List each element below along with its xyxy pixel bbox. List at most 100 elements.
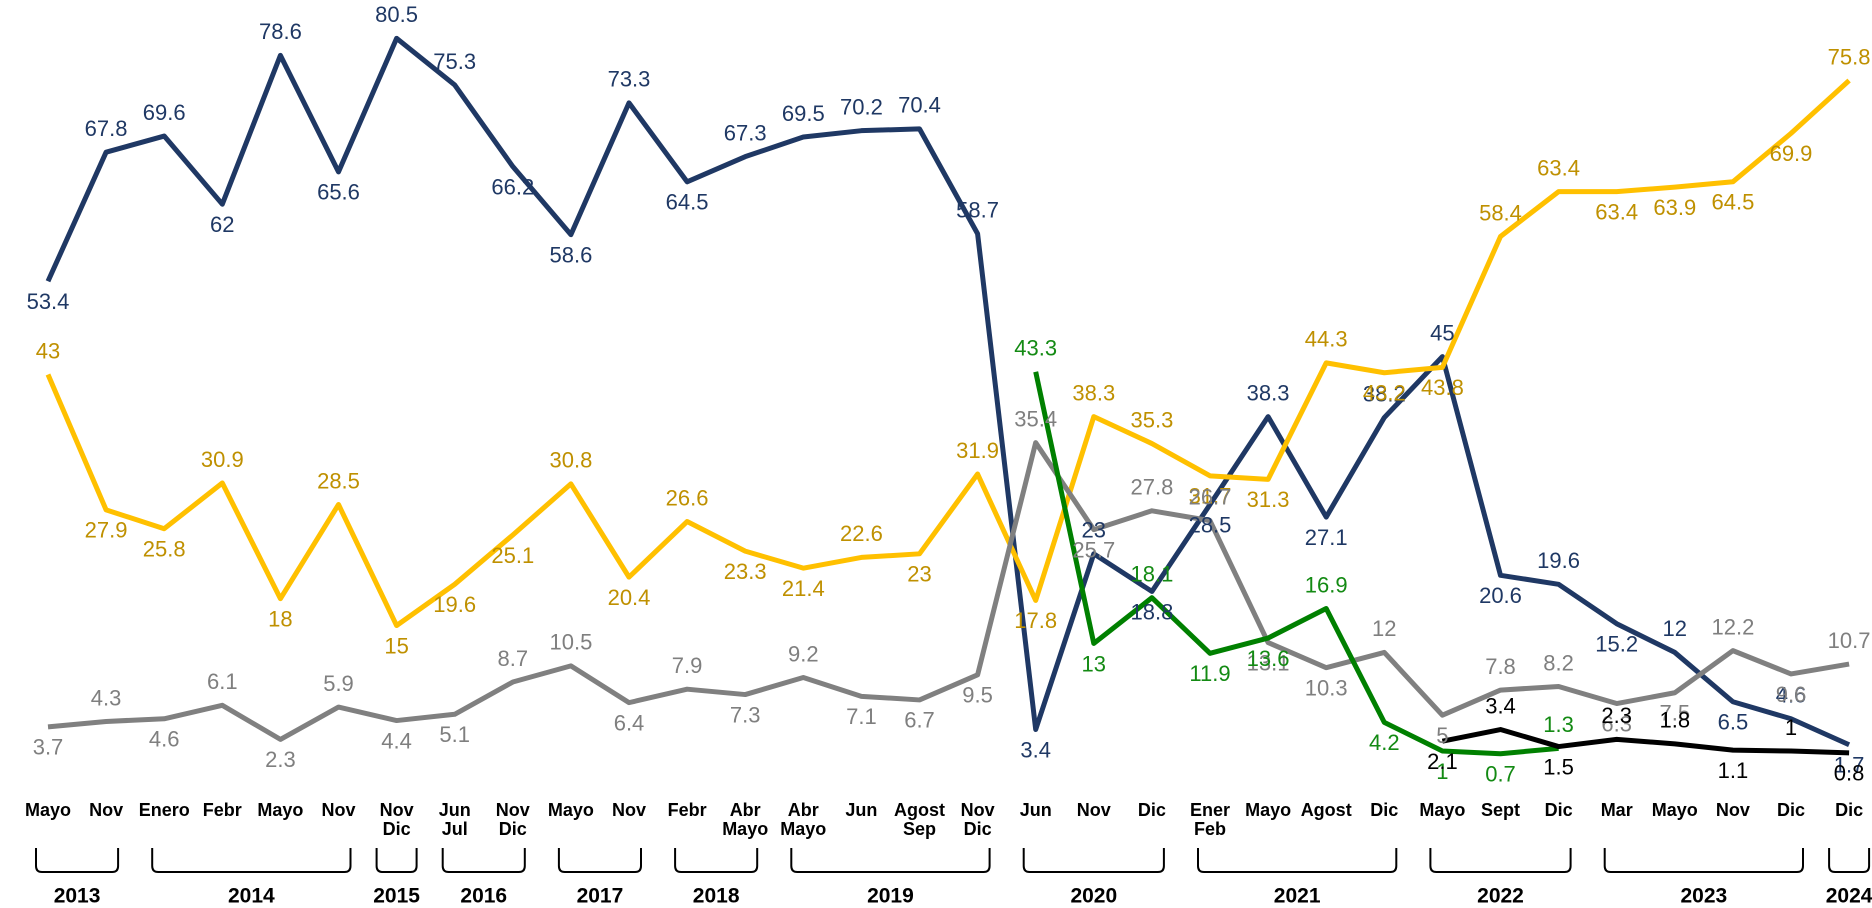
data-label: 38.3 [1247, 380, 1290, 405]
data-label: 3.4 [1485, 693, 1516, 718]
year-bracket [791, 848, 989, 872]
data-label: 10.7 [1828, 628, 1871, 653]
series-line [48, 38, 1849, 744]
data-label: 53.4 [27, 289, 70, 314]
data-label: 15.2 [1595, 632, 1638, 657]
data-label: 23 [907, 562, 931, 587]
data-label: 58.4 [1479, 200, 1522, 225]
data-label: 3.7 [33, 735, 64, 760]
data-label: 45 [1430, 320, 1454, 345]
year-label: 2015 [373, 885, 420, 908]
data-label: 10.3 [1305, 675, 1348, 700]
data-label: 43 [36, 338, 60, 363]
data-label: 70.2 [840, 94, 883, 119]
year-bracket [1430, 848, 1570, 872]
data-label: 30.9 [201, 447, 244, 472]
x-tick-label: Dic [1545, 800, 1573, 820]
data-label: 69.5 [782, 101, 825, 126]
data-label: 1.5 [1543, 754, 1574, 779]
x-tick-label: JunJul [439, 800, 471, 839]
data-label: 69.6 [143, 100, 186, 125]
data-label: 27.9 [85, 518, 128, 543]
x-tick-label: AbrMayo [722, 800, 768, 839]
data-label: 12.2 [1711, 614, 1754, 639]
data-label: 0.8 [1834, 761, 1865, 786]
data-label: 28.5 [317, 468, 360, 493]
data-label: 2.1 [1427, 749, 1458, 774]
x-tick-label: Jun [1020, 800, 1052, 820]
x-tick-label: EnerFeb [1190, 800, 1230, 839]
x-tick-label: Mayo [1652, 800, 1698, 820]
data-label: 44.3 [1305, 327, 1348, 352]
data-label: 13 [1082, 651, 1106, 676]
data-label: 21.4 [782, 576, 825, 601]
x-tick-label: Mayo [1419, 800, 1465, 820]
year-label: 2020 [1070, 885, 1117, 908]
x-tick-label: Dic [1138, 800, 1166, 820]
year-label: 2017 [577, 885, 624, 908]
year-label: 2021 [1274, 885, 1321, 908]
year-label: 2018 [693, 885, 740, 908]
year-bracket [377, 848, 417, 872]
data-label: 27.8 [1130, 475, 1173, 500]
data-label: 30.8 [549, 448, 592, 473]
data-label: 8.2 [1543, 650, 1574, 675]
data-label: 63.4 [1537, 155, 1580, 180]
data-label: 18.1 [1130, 562, 1173, 587]
x-tick-label: Febr [203, 800, 242, 820]
year-bracket [152, 848, 350, 872]
data-label: 31.9 [956, 438, 999, 463]
data-label: 25.8 [143, 537, 186, 562]
data-label: 58.6 [549, 242, 592, 267]
x-tick-label: Sept [1481, 800, 1520, 820]
data-label: 17.8 [1014, 608, 1057, 633]
x-tick-label: Nov [1077, 800, 1111, 820]
data-label: 26.6 [666, 485, 709, 510]
x-tick-label: Dic [1777, 800, 1805, 820]
data-label: 7.8 [1485, 654, 1516, 679]
data-label: 11.9 [1189, 661, 1230, 686]
data-label: 65.6 [317, 180, 360, 205]
x-tick-label: Jun [845, 800, 877, 820]
x-tick-label: Mayo [548, 800, 594, 820]
x-tick-label: Nov [1716, 800, 1750, 820]
data-label: 35.4 [1014, 406, 1057, 431]
data-label: 75.3 [433, 49, 476, 74]
page: {"chart_data": {"type": "line", "categor… [0, 0, 1872, 908]
data-label: 31.3 [1247, 487, 1290, 512]
chart: MayoNovEneroFebrMayoNovNovDicJunJulNovDi… [0, 0, 1872, 908]
data-label: 5.1 [439, 722, 470, 747]
x-tick-label: Enero [139, 800, 190, 820]
data-label: 0.7 [1485, 762, 1516, 787]
year-bracket [1829, 848, 1869, 872]
year-label: 2023 [1680, 885, 1727, 908]
data-label: 63.4 [1595, 199, 1638, 224]
data-label: 19.6 [1537, 548, 1580, 573]
data-label: 10.5 [549, 630, 592, 655]
data-label: 25.7 [1072, 537, 1115, 562]
data-label: 1.1 [1718, 758, 1749, 783]
data-label: 1.3 [1543, 712, 1574, 737]
data-label: 2.3 [1601, 703, 1632, 728]
data-label: 2.3 [265, 747, 296, 772]
x-tick-label: Nov [321, 800, 355, 820]
year-label: 2013 [54, 885, 101, 908]
data-label: 80.5 [375, 2, 418, 27]
data-label: 70.4 [898, 93, 941, 118]
year-bracket [1605, 848, 1803, 872]
data-label: 35.3 [1130, 407, 1173, 432]
data-label: 15 [384, 633, 408, 658]
data-label: 19.6 [433, 592, 476, 617]
data-label: 6.5 [1718, 710, 1749, 735]
data-label: 9.6 [1776, 682, 1807, 707]
data-label: 4.2 [1369, 730, 1400, 755]
data-label: 38.3 [1072, 380, 1115, 405]
data-label: 26.7 [1189, 484, 1232, 509]
data-label: 4.6 [149, 727, 180, 752]
data-label: 7.9 [672, 653, 703, 678]
data-label: 18 [268, 606, 292, 631]
